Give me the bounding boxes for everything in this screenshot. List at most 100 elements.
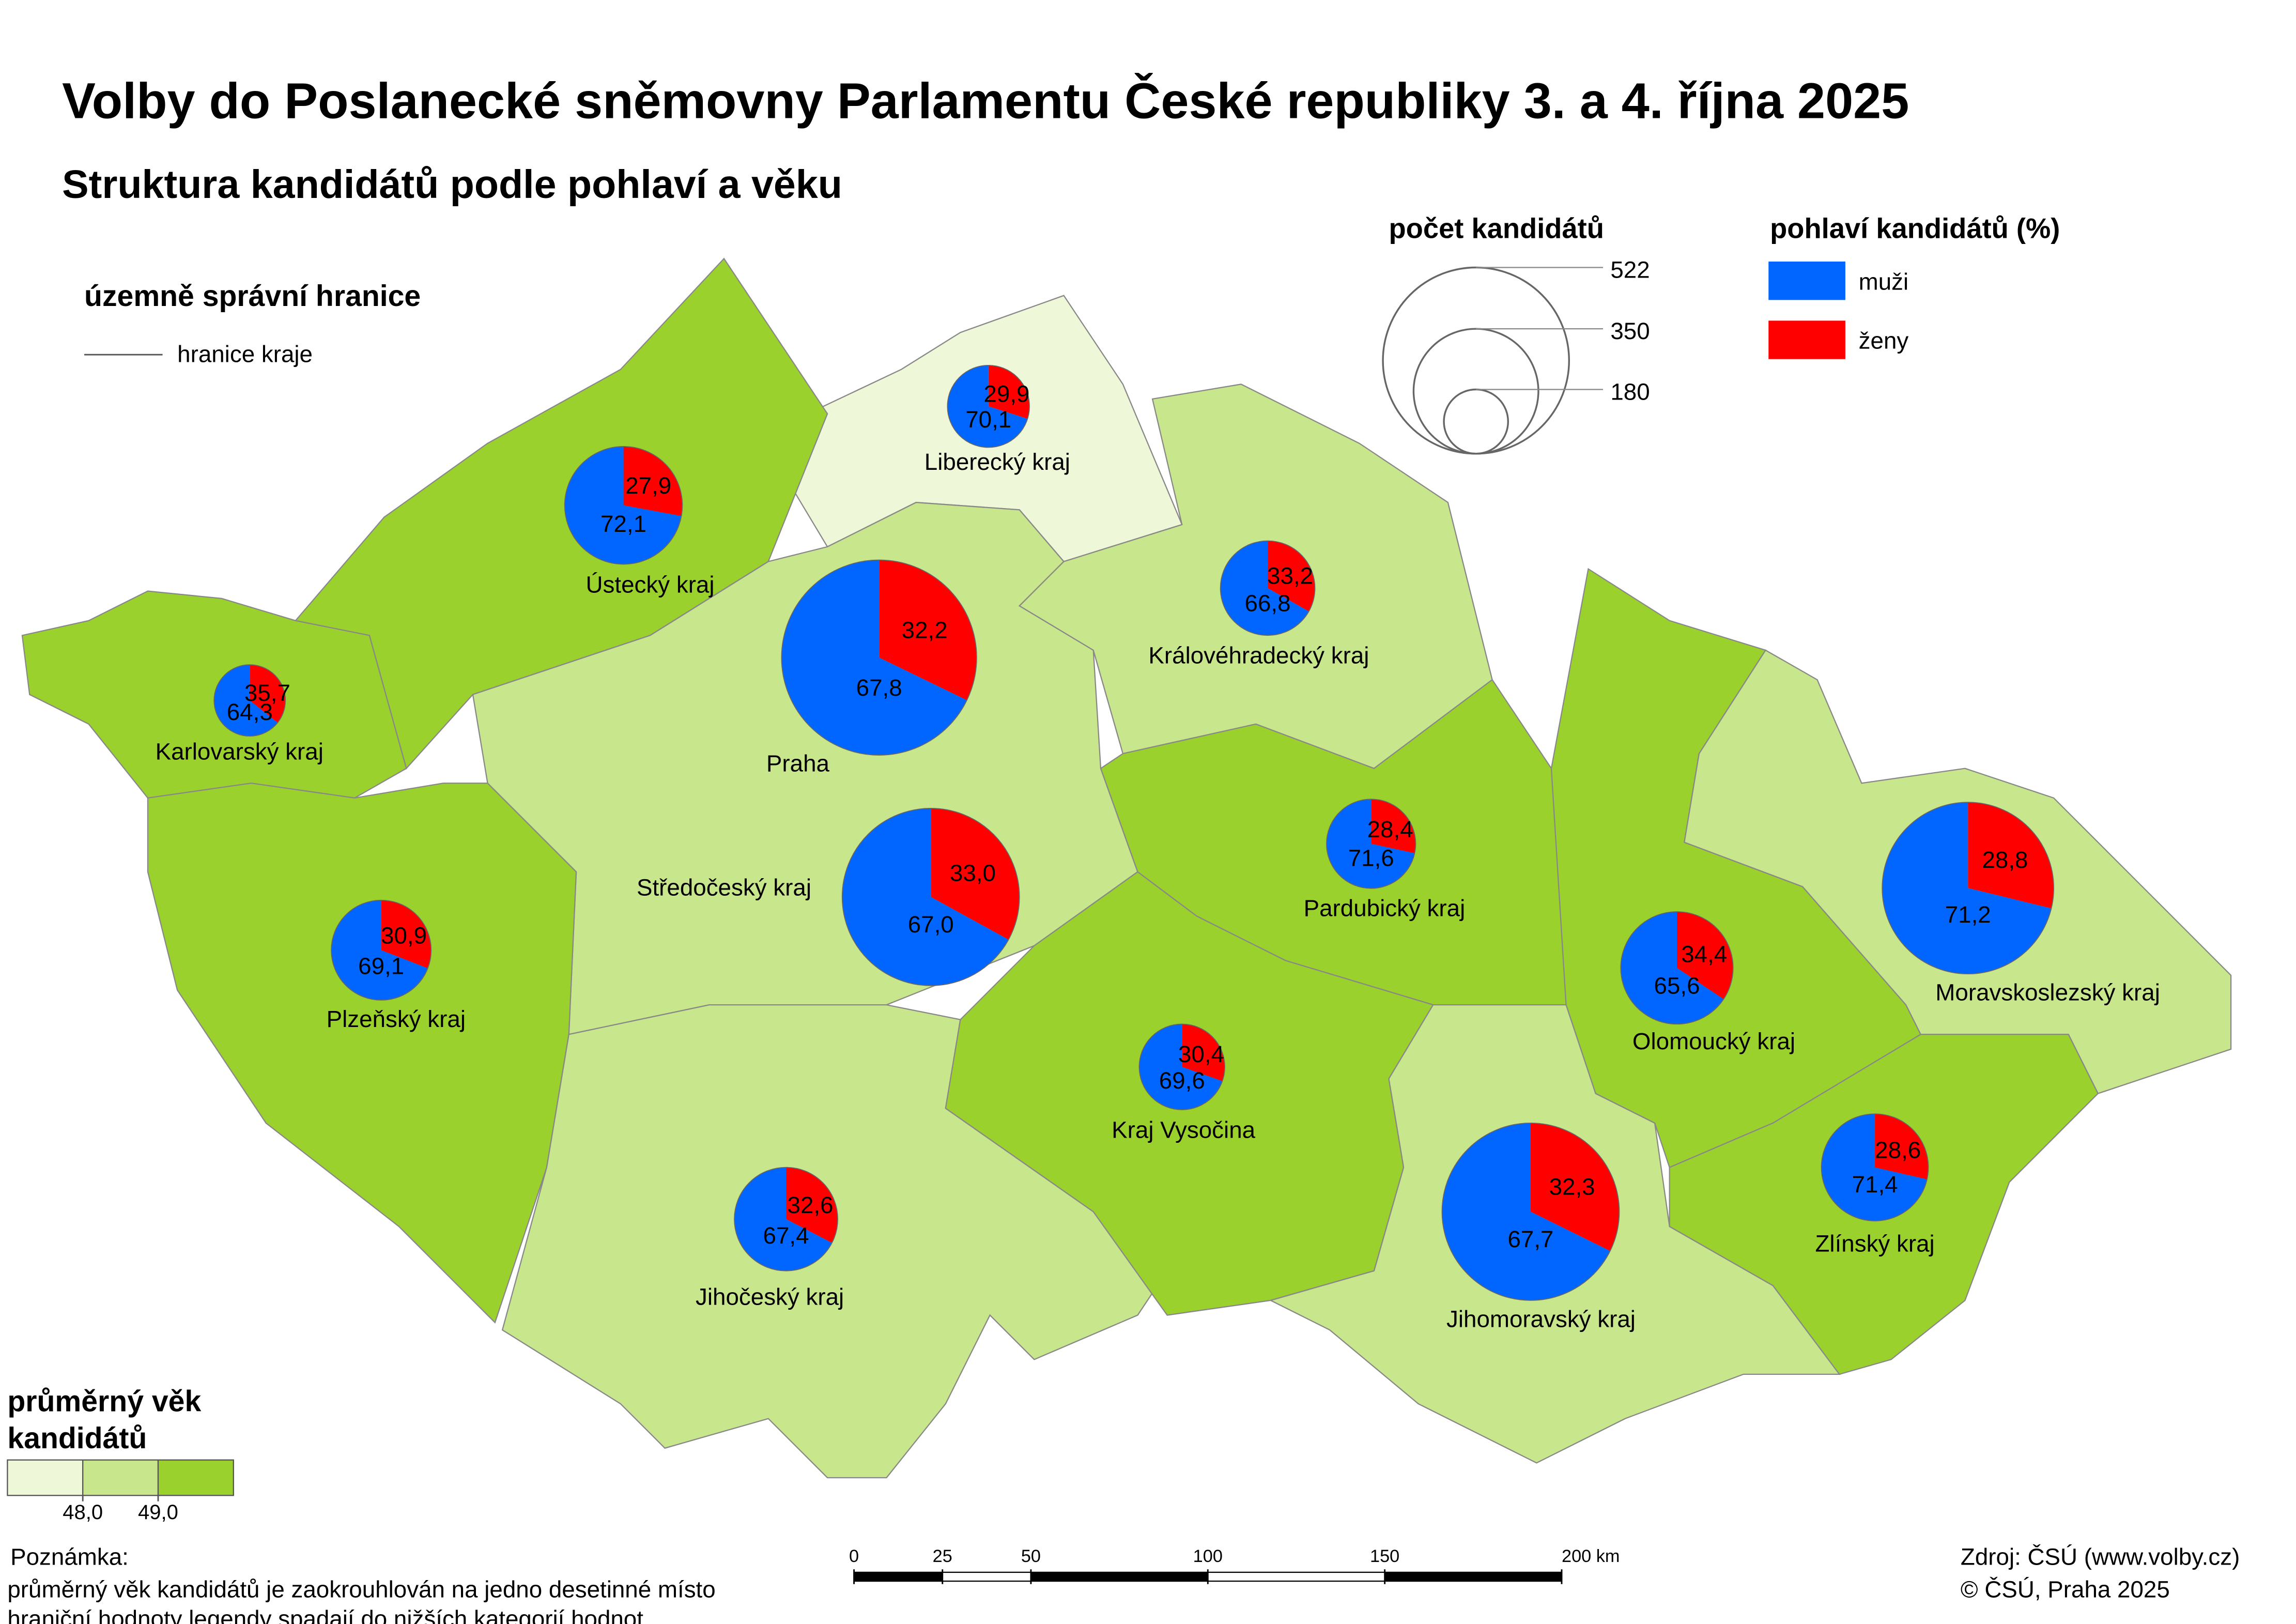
pie-women	[1875, 1114, 1929, 1179]
women-label: 28,8	[1982, 847, 2028, 873]
pie-women	[988, 365, 1030, 419]
region-name: Jihočeský kraj	[696, 1283, 844, 1310]
age-legend-title: kandidátů	[7, 1422, 147, 1455]
pie-women	[1182, 1024, 1225, 1081]
scale-segment	[1384, 1571, 1563, 1582]
pie-size	[781, 559, 977, 756]
men-label: 71,2	[1945, 901, 1991, 928]
pies: 29,970,1 Liberecký kraj 27,9 72,1 Ústecký kr…	[156, 364, 2160, 1332]
scale-label: 150	[1370, 1546, 1399, 1566]
pie-women	[786, 1167, 838, 1243]
pie-men	[1220, 541, 1309, 636]
men-label: 67,7	[1507, 1226, 1553, 1252]
boundary-legend-item: hranice kraje	[177, 341, 313, 367]
source: Zdroj: ČSÚ (www.volby.cz)	[1961, 1544, 2240, 1570]
size-legend-label: 350	[1610, 318, 1650, 344]
women-label: 33,2	[1267, 563, 1313, 589]
women-label: 34,4	[1681, 941, 1727, 968]
age-legend-swatch	[82, 1459, 159, 1496]
women-label: 29,9	[983, 381, 1029, 407]
pie-size	[1882, 802, 2055, 975]
men-label: 66,8	[1245, 590, 1291, 616]
pie-women	[1371, 799, 1416, 853]
scale-label: 25	[933, 1546, 952, 1566]
size-legend-circle	[1412, 328, 1539, 455]
title: Volby do Poslanecké sněmovny Parlamentu …	[62, 73, 1909, 129]
women-label: 30,4	[1178, 1041, 1224, 1067]
region-name: Jihomoravský kraj	[1446, 1306, 1636, 1332]
region-name: Ústecký kraj	[586, 571, 715, 597]
pie-size	[1441, 1123, 1620, 1301]
pie-women	[1530, 1123, 1620, 1251]
women-label: 32,2	[902, 617, 948, 643]
gender-legend-label: muži	[1859, 268, 1909, 295]
men-label: 64,3	[227, 699, 273, 725]
scale-segment	[942, 1571, 1032, 1582]
men-label: 67,0	[908, 911, 954, 938]
pie-size	[1220, 540, 1316, 636]
pie-women	[1677, 911, 1733, 1000]
men-label: 71,4	[1852, 1171, 1898, 1198]
women-label: 28,6	[1875, 1137, 1921, 1163]
pie-women	[1268, 541, 1315, 611]
gender-legend-swatch	[1768, 320, 1845, 359]
region-name: Královéhradecký kraj	[1148, 642, 1369, 669]
women-label: 35,7	[244, 680, 290, 706]
pie-size	[841, 808, 1020, 986]
scale-segment	[853, 1571, 943, 1582]
age-legend-swatch	[7, 1459, 84, 1496]
pie-size	[564, 446, 683, 565]
pie-size	[1620, 911, 1734, 1025]
size-legend-circle	[1382, 266, 1570, 455]
men-label: 67,8	[856, 675, 902, 701]
women-label: 33,0	[950, 860, 996, 886]
note-line: průměrný věk kandidátů je zaokrouhlován …	[7, 1576, 715, 1603]
region-name: Pardubický kraj	[1304, 895, 1466, 922]
pie-men	[1882, 802, 2052, 974]
scale-label: 50	[1021, 1546, 1041, 1566]
men-label: 70,1	[965, 406, 1011, 433]
scale-label: 100	[1193, 1546, 1223, 1566]
region-name: Karlovarský kraj	[156, 739, 323, 765]
pie-size	[213, 664, 286, 737]
men-label: 65,6	[1654, 972, 1700, 999]
age-legend-label: 48,0	[63, 1501, 103, 1524]
women-label: 30,9	[381, 922, 427, 948]
pie-men	[1621, 911, 1724, 1024]
pie-size	[331, 899, 432, 1001]
pie-women	[250, 665, 286, 723]
pie-men	[781, 560, 967, 755]
age-legend-label: 49,0	[138, 1501, 178, 1524]
pie-men	[1442, 1123, 1610, 1300]
boundary-legend-title: územně správní hranice	[84, 280, 421, 313]
pie-men	[947, 365, 1028, 448]
gender-legend-swatch	[1768, 262, 1845, 300]
scale-label: 200 km	[1562, 1546, 1620, 1566]
pie-men	[734, 1167, 832, 1271]
men-label: 69,1	[358, 953, 404, 979]
size-legend-label: 522	[1610, 256, 1650, 283]
region-name: Olomoucký kraj	[1632, 1028, 1795, 1054]
source: © ČSÚ, Praha 2025	[1961, 1576, 2170, 1603]
pie-men	[1139, 1024, 1223, 1110]
size-legend-circle	[1443, 388, 1509, 455]
size-legend-label: 180	[1610, 378, 1650, 405]
note-heading: Poznámka:	[10, 1544, 129, 1570]
men-label: 69,6	[1159, 1067, 1205, 1094]
region-name: Moravskoslezský kraj	[1935, 979, 2160, 1006]
gender-legend-title: pohlaví kandidátů (%)	[1770, 212, 2060, 244]
region-name: Praha	[766, 750, 830, 776]
pie-size	[1138, 1023, 1225, 1110]
men-label: 67,4	[763, 1222, 809, 1249]
pie-men	[331, 900, 428, 1000]
age-legend-title: průměrný věk	[7, 1385, 201, 1418]
pie-size	[947, 364, 1030, 448]
scale-segment	[1030, 1571, 1209, 1582]
region	[147, 783, 577, 1324]
size-legend-title: počet kandidátů	[1389, 212, 1604, 244]
age-legend-swatch	[157, 1459, 234, 1496]
women-label: 32,6	[788, 1192, 834, 1218]
pie-size	[1326, 799, 1416, 889]
pie-men	[1821, 1114, 1927, 1221]
